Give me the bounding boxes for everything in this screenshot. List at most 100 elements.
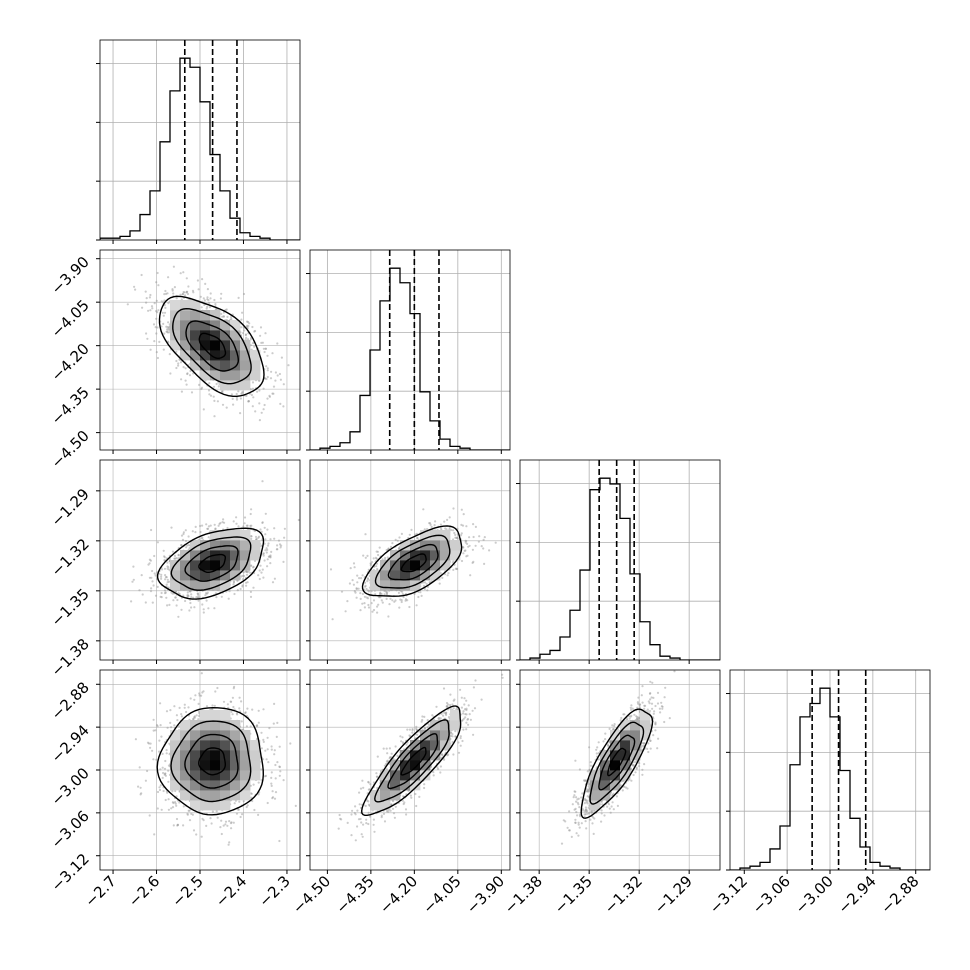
sample-point	[194, 525, 197, 529]
sample-point	[372, 599, 376, 602]
sample-point	[215, 382, 218, 386]
sample-point	[193, 698, 196, 701]
sample-point	[438, 716, 441, 720]
sample-point	[269, 562, 272, 565]
sample-point	[385, 768, 388, 771]
sample-point	[246, 707, 249, 710]
sample-point	[252, 566, 255, 569]
sample-point	[184, 529, 187, 532]
sample-point	[191, 530, 194, 533]
sample-point	[158, 788, 162, 792]
sample-point	[455, 536, 458, 540]
sample-point	[350, 834, 353, 837]
density-cell	[230, 360, 241, 371]
sample-point	[233, 802, 236, 805]
sample-point	[650, 702, 654, 705]
sample-point	[178, 706, 181, 710]
y-tick-label-p2: −1.38	[48, 635, 93, 680]
sample-point	[200, 306, 203, 309]
sample-point	[262, 576, 265, 579]
density-cell	[420, 760, 431, 771]
sample-point	[276, 342, 279, 345]
density-cell	[380, 780, 391, 791]
sample-point	[229, 822, 233, 825]
sample-point	[394, 538, 397, 541]
sample-point	[380, 599, 383, 602]
sample-point	[156, 585, 159, 589]
x-tick-label-p1: −4.50	[289, 872, 334, 917]
sample-point	[188, 819, 192, 822]
sample-point	[630, 704, 633, 707]
sample-point	[444, 527, 447, 530]
sample-point	[252, 586, 255, 589]
density-cell	[420, 570, 431, 581]
sample-point	[165, 710, 169, 713]
sample-point	[205, 824, 208, 828]
sample-point	[166, 565, 169, 568]
sample-point	[150, 528, 153, 532]
density-cell	[620, 720, 631, 731]
sample-point	[228, 841, 231, 844]
sample-point	[183, 706, 186, 709]
sample-point	[401, 799, 404, 802]
sample-point	[155, 724, 159, 727]
sample-point	[431, 714, 434, 717]
x-tick-label-p2: −1.35	[551, 872, 596, 917]
sample-point	[279, 546, 282, 549]
sample-point	[253, 345, 256, 348]
density-cell	[430, 720, 441, 731]
sample-point	[656, 747, 659, 750]
contour-level-1	[184, 545, 239, 582]
sample-point	[137, 785, 140, 788]
density-cell	[180, 570, 191, 581]
sample-point	[144, 779, 147, 782]
density-cell	[190, 560, 201, 571]
sample-point	[220, 292, 223, 295]
sample-point	[389, 545, 393, 549]
density-cell	[400, 560, 411, 571]
sample-point	[270, 784, 273, 788]
sample-point	[163, 592, 167, 595]
sample-point	[162, 322, 165, 325]
sample-point	[176, 823, 179, 827]
sample-point	[351, 809, 354, 812]
sample-point	[370, 561, 374, 564]
density-cell	[610, 780, 621, 791]
sample-point	[273, 797, 277, 800]
density-cell	[220, 360, 231, 371]
sample-point	[452, 568, 455, 572]
sample-point	[235, 392, 238, 396]
sample-point	[638, 703, 641, 707]
density-cell	[220, 790, 231, 801]
sample-point	[388, 757, 391, 760]
density-cell	[450, 550, 461, 561]
x-tick-label-p1: −4.35	[332, 872, 377, 917]
sample-point	[260, 411, 263, 414]
sample-point	[362, 554, 365, 557]
sample-point	[449, 693, 452, 696]
density-cell	[630, 740, 641, 751]
sample-point	[270, 782, 273, 785]
density-cell	[440, 720, 451, 731]
density-cell	[400, 570, 411, 581]
sample-point	[380, 816, 383, 819]
sample-point	[439, 523, 442, 526]
density-cell	[170, 750, 181, 761]
sample-point	[269, 555, 272, 558]
sample-point	[258, 402, 261, 405]
sample-point	[262, 554, 265, 557]
sample-point	[396, 539, 399, 542]
sample-point	[426, 726, 429, 729]
sample-point	[244, 711, 247, 714]
contour-level-1	[387, 543, 439, 581]
density-cell	[230, 540, 241, 551]
sample-point	[405, 813, 408, 816]
density-cell	[190, 350, 201, 361]
sample-point	[584, 806, 588, 809]
sample-point	[349, 567, 352, 570]
sample-point	[391, 807, 395, 810]
sample-point	[204, 282, 207, 285]
sample-point	[160, 325, 163, 328]
sample-point	[393, 600, 396, 603]
sample-point	[387, 810, 390, 813]
